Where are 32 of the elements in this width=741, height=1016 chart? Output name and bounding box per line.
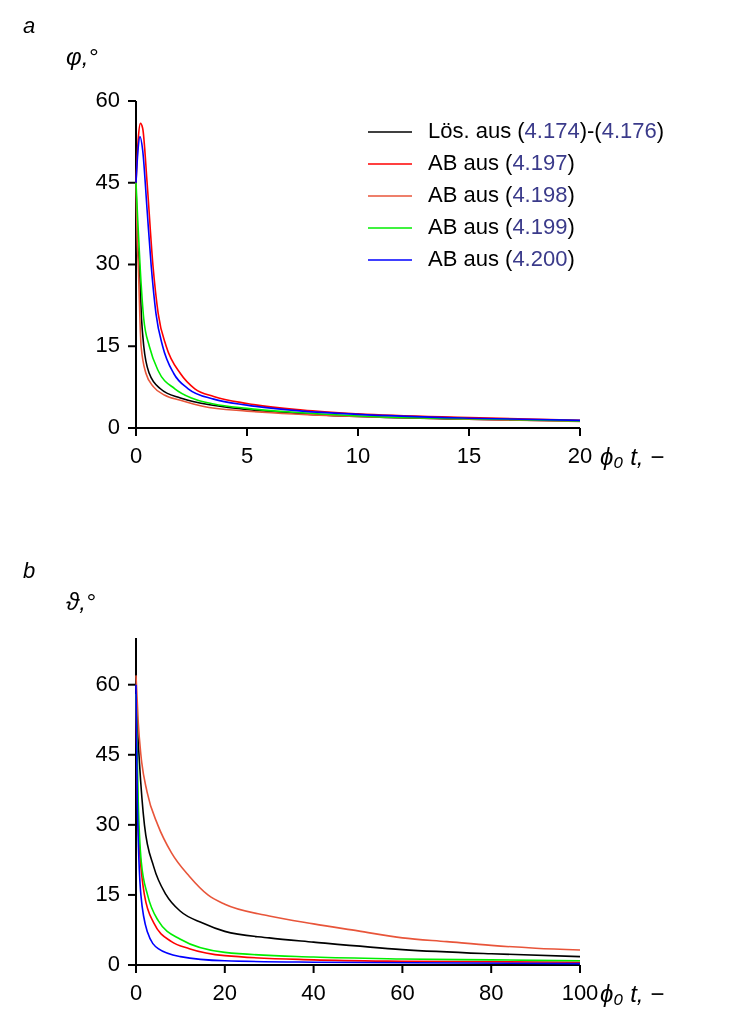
legend-label: AB aus (4.198) xyxy=(428,181,575,207)
y-axis-title: ϑ,° xyxy=(66,588,96,615)
y-tick-label: 45 xyxy=(95,740,120,766)
x-tick-label: 100 xyxy=(561,980,599,1005)
x-tick-label: 0 xyxy=(129,980,143,1005)
x-tick-label: 20 xyxy=(212,980,238,1005)
x-tick-label: 60 xyxy=(390,980,415,1005)
y-tick-label: 45 xyxy=(95,168,120,194)
y-tick-label: 0 xyxy=(107,413,120,439)
x-tick-label: 0 xyxy=(129,443,143,468)
y-tick-label: 15 xyxy=(95,880,120,906)
y-tick-label: 15 xyxy=(95,332,120,358)
legend-label: AB aus (4.200) xyxy=(428,245,575,271)
legend-label: AB aus (4.197) xyxy=(428,149,575,175)
y-tick-label: 60 xyxy=(95,670,120,696)
x-axis-title: ϕ₀ t, − xyxy=(600,980,665,1007)
x-tick-label: 40 xyxy=(301,980,326,1005)
y-tick-label: 30 xyxy=(95,810,120,836)
x-axis-title: ϕ₀ t, − xyxy=(600,443,665,470)
x-tick-label: 15 xyxy=(456,443,482,468)
legend-label: Lös. aus (4.174)-(4.176) xyxy=(428,117,665,143)
y-tick-label: 0 xyxy=(107,950,120,976)
chart-title: a xyxy=(23,13,36,38)
chart-title: b xyxy=(23,558,36,583)
x-tick-label: 80 xyxy=(478,980,504,1005)
y-tick-label: 60 xyxy=(95,86,120,112)
x-tick-label: 5 xyxy=(240,443,254,468)
y-axis-title: φ,° xyxy=(66,43,99,70)
x-tick-label: 10 xyxy=(345,443,371,468)
legend-label: AB aus (4.199) xyxy=(428,213,575,239)
x-tick-label: 20 xyxy=(567,443,593,468)
y-tick-label: 30 xyxy=(95,250,120,276)
